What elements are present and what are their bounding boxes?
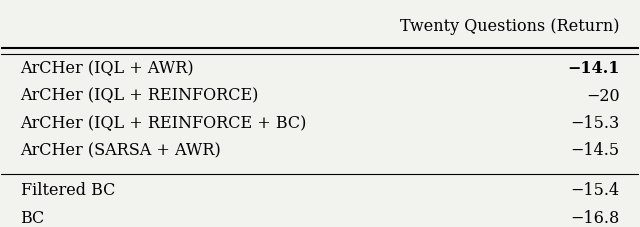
Text: ArCHer (IQL + REINFORCE + BC): ArCHer (IQL + REINFORCE + BC)	[20, 115, 307, 132]
Text: −15.3: −15.3	[570, 115, 620, 132]
Text: −16.8: −16.8	[570, 210, 620, 227]
Text: −20: −20	[586, 88, 620, 105]
Text: BC: BC	[20, 210, 45, 227]
Text: Filtered BC: Filtered BC	[20, 182, 115, 199]
Text: −14.1: −14.1	[567, 60, 620, 77]
Text: ArCHer (IQL + REINFORCE): ArCHer (IQL + REINFORCE)	[20, 88, 259, 105]
Text: ArCHer (SARSA + AWR): ArCHer (SARSA + AWR)	[20, 142, 221, 159]
Text: −14.5: −14.5	[570, 142, 620, 159]
Text: −15.4: −15.4	[570, 182, 620, 199]
Text: ArCHer (IQL + AWR): ArCHer (IQL + AWR)	[20, 60, 194, 77]
Text: Twenty Questions (Return): Twenty Questions (Return)	[400, 18, 620, 35]
